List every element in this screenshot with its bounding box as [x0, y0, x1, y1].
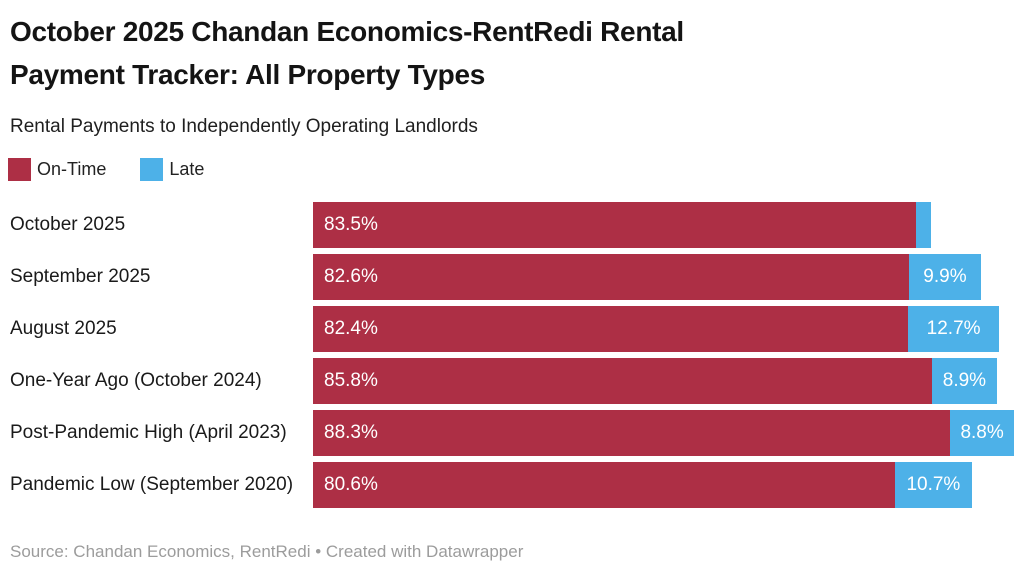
value-label-ontime: 83.5% — [324, 214, 378, 235]
bar-row: Post-Pandemic High (April 2023) 88.3% 8.… — [0, 410, 1024, 456]
legend-item-late: Late — [140, 158, 204, 181]
bar-segment-late — [915, 202, 931, 248]
category-label: One-Year Ago (October 2024) — [10, 370, 262, 391]
bar-segment-ontime: 83.5% — [313, 202, 916, 248]
value-label-ontime: 82.4% — [324, 318, 378, 339]
value-label-ontime: 82.6% — [324, 266, 378, 287]
bar-row: One-Year Ago (October 2024) 85.8% 8.9% — [0, 358, 1024, 404]
category-label: Pandemic Low (September 2020) — [10, 474, 294, 495]
bar-segment-ontime: 82.4% — [313, 306, 908, 352]
chart-footer: Source: Chandan Economics, RentRedi • Cr… — [10, 542, 523, 562]
bar-track: 82.6% 9.9% — [313, 254, 1024, 300]
legend-swatch-late — [140, 158, 164, 181]
value-label-ontime: 88.3% — [324, 422, 378, 443]
chart-title-line1: October 2025 Chandan Economics-RentRedi … — [10, 16, 684, 47]
category-label: September 2025 — [10, 266, 151, 287]
bar-segment-late: 8.8% — [950, 410, 1014, 456]
value-label-late: 9.9% — [923, 266, 967, 287]
bar-track: 82.4% 12.7% — [313, 306, 1024, 352]
bar-segment-late: 8.9% — [932, 358, 997, 404]
value-label-late: 8.9% — [942, 370, 987, 391]
value-label-ontime: 80.6% — [324, 474, 378, 495]
legend-label-ontime: On-Time — [37, 159, 107, 179]
chart-subtitle: Rental Payments to Independently Operati… — [10, 116, 478, 137]
chart-title-line2: Payment Tracker: All Property Types — [10, 59, 486, 90]
bar-track: 85.8% 8.9% — [313, 358, 1024, 404]
value-label-late: 8.8% — [960, 422, 1004, 443]
bar-chart: October 2025 83.5% September 2025 82.6% … — [0, 202, 1024, 514]
bar-segment-late: 9.9% — [909, 254, 981, 300]
category-label: August 2025 — [10, 318, 117, 339]
value-label-late: 12.7% — [926, 318, 981, 339]
bar-segment-ontime: 80.6% — [313, 462, 895, 508]
legend-item-ontime: On-Time — [8, 158, 106, 181]
bar-row: Pandemic Low (September 2020) 80.6% 10.7… — [0, 462, 1024, 508]
bar-track: 83.5% — [313, 202, 1024, 248]
bar-row: August 2025 82.4% 12.7% — [0, 306, 1024, 352]
value-label-late: 10.7% — [906, 474, 961, 495]
bar-segment-ontime: 88.3% — [313, 410, 951, 456]
bar-row: September 2025 82.6% 9.9% — [0, 254, 1024, 300]
bar-track: 88.3% 8.8% — [313, 410, 1024, 456]
category-label: October 2025 — [10, 214, 126, 235]
bar-segment-ontime: 82.6% — [313, 254, 910, 300]
bar-row: October 2025 83.5% — [0, 202, 1024, 248]
bar-track: 80.6% 10.7% — [313, 462, 1024, 508]
source-attribution: Source: Chandan Economics, RentRedi • Cr… — [10, 542, 524, 561]
bar-segment-late: 10.7% — [894, 462, 973, 508]
legend: On-Time Late — [8, 158, 238, 181]
bar-segment-ontime: 85.8% — [313, 358, 933, 404]
value-label-ontime: 85.8% — [324, 370, 378, 391]
category-label: Post-Pandemic High (April 2023) — [10, 422, 287, 443]
chart-title: October 2025 Chandan Economics-RentRedi … — [10, 10, 1014, 96]
chart-header: October 2025 Chandan Economics-RentRedi … — [0, 0, 1024, 138]
legend-swatch-ontime — [8, 158, 31, 181]
legend-label-late: Late — [169, 159, 205, 179]
bar-segment-late: 12.7% — [907, 306, 1000, 352]
